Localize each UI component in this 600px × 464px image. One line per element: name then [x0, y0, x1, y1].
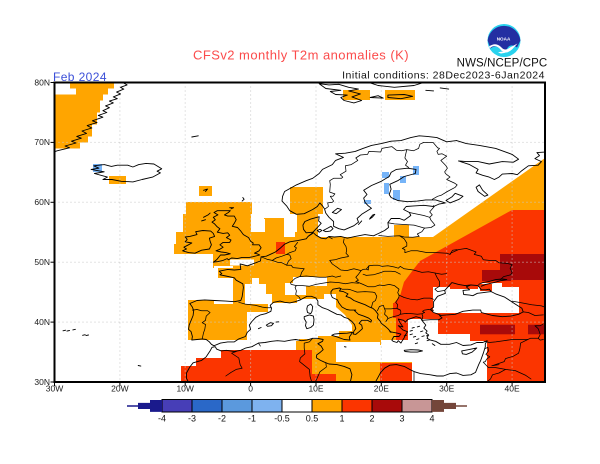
svg-text:-3: -3 — [188, 414, 196, 424]
svg-text:20W: 20W — [111, 384, 128, 394]
svg-text:40N: 40N — [34, 317, 50, 327]
svg-text:0: 0 — [248, 384, 253, 394]
svg-text:30E: 30E — [439, 384, 454, 394]
svg-text:40E: 40E — [505, 384, 520, 394]
svg-text:70N: 70N — [34, 137, 50, 147]
svg-text:-0.5: -0.5 — [274, 414, 290, 424]
svg-text:Feb 2024: Feb 2024 — [53, 70, 107, 84]
svg-text:10W: 10W — [176, 384, 193, 394]
svg-text:NWS/NCEP/CPC: NWS/NCEP/CPC — [457, 58, 548, 70]
svg-text:80N: 80N — [34, 77, 50, 87]
svg-text:1: 1 — [339, 414, 344, 424]
svg-text:30N: 30N — [34, 377, 50, 387]
svg-text:3: 3 — [399, 414, 404, 424]
svg-text:CFSv2 monthly T2m anomalies (K: CFSv2 monthly T2m anomalies (K) — [193, 48, 409, 63]
svg-text:Initial conditions: 28Dec2023-: Initial conditions: 28Dec2023-6Jan2024 — [342, 70, 545, 82]
svg-text:30W: 30W — [46, 384, 63, 394]
svg-text:0.5: 0.5 — [306, 414, 319, 424]
svg-text:4: 4 — [429, 414, 434, 424]
svg-text:-1: -1 — [248, 414, 256, 424]
svg-text:NOAA: NOAA — [497, 37, 511, 42]
svg-text:50N: 50N — [34, 257, 50, 267]
svg-text:10E: 10E — [308, 384, 323, 394]
svg-text:20E: 20E — [374, 384, 389, 394]
svg-text:-2: -2 — [218, 414, 226, 424]
svg-text:60N: 60N — [34, 197, 50, 207]
svg-text:2: 2 — [369, 414, 374, 424]
svg-text:-4: -4 — [158, 414, 166, 424]
